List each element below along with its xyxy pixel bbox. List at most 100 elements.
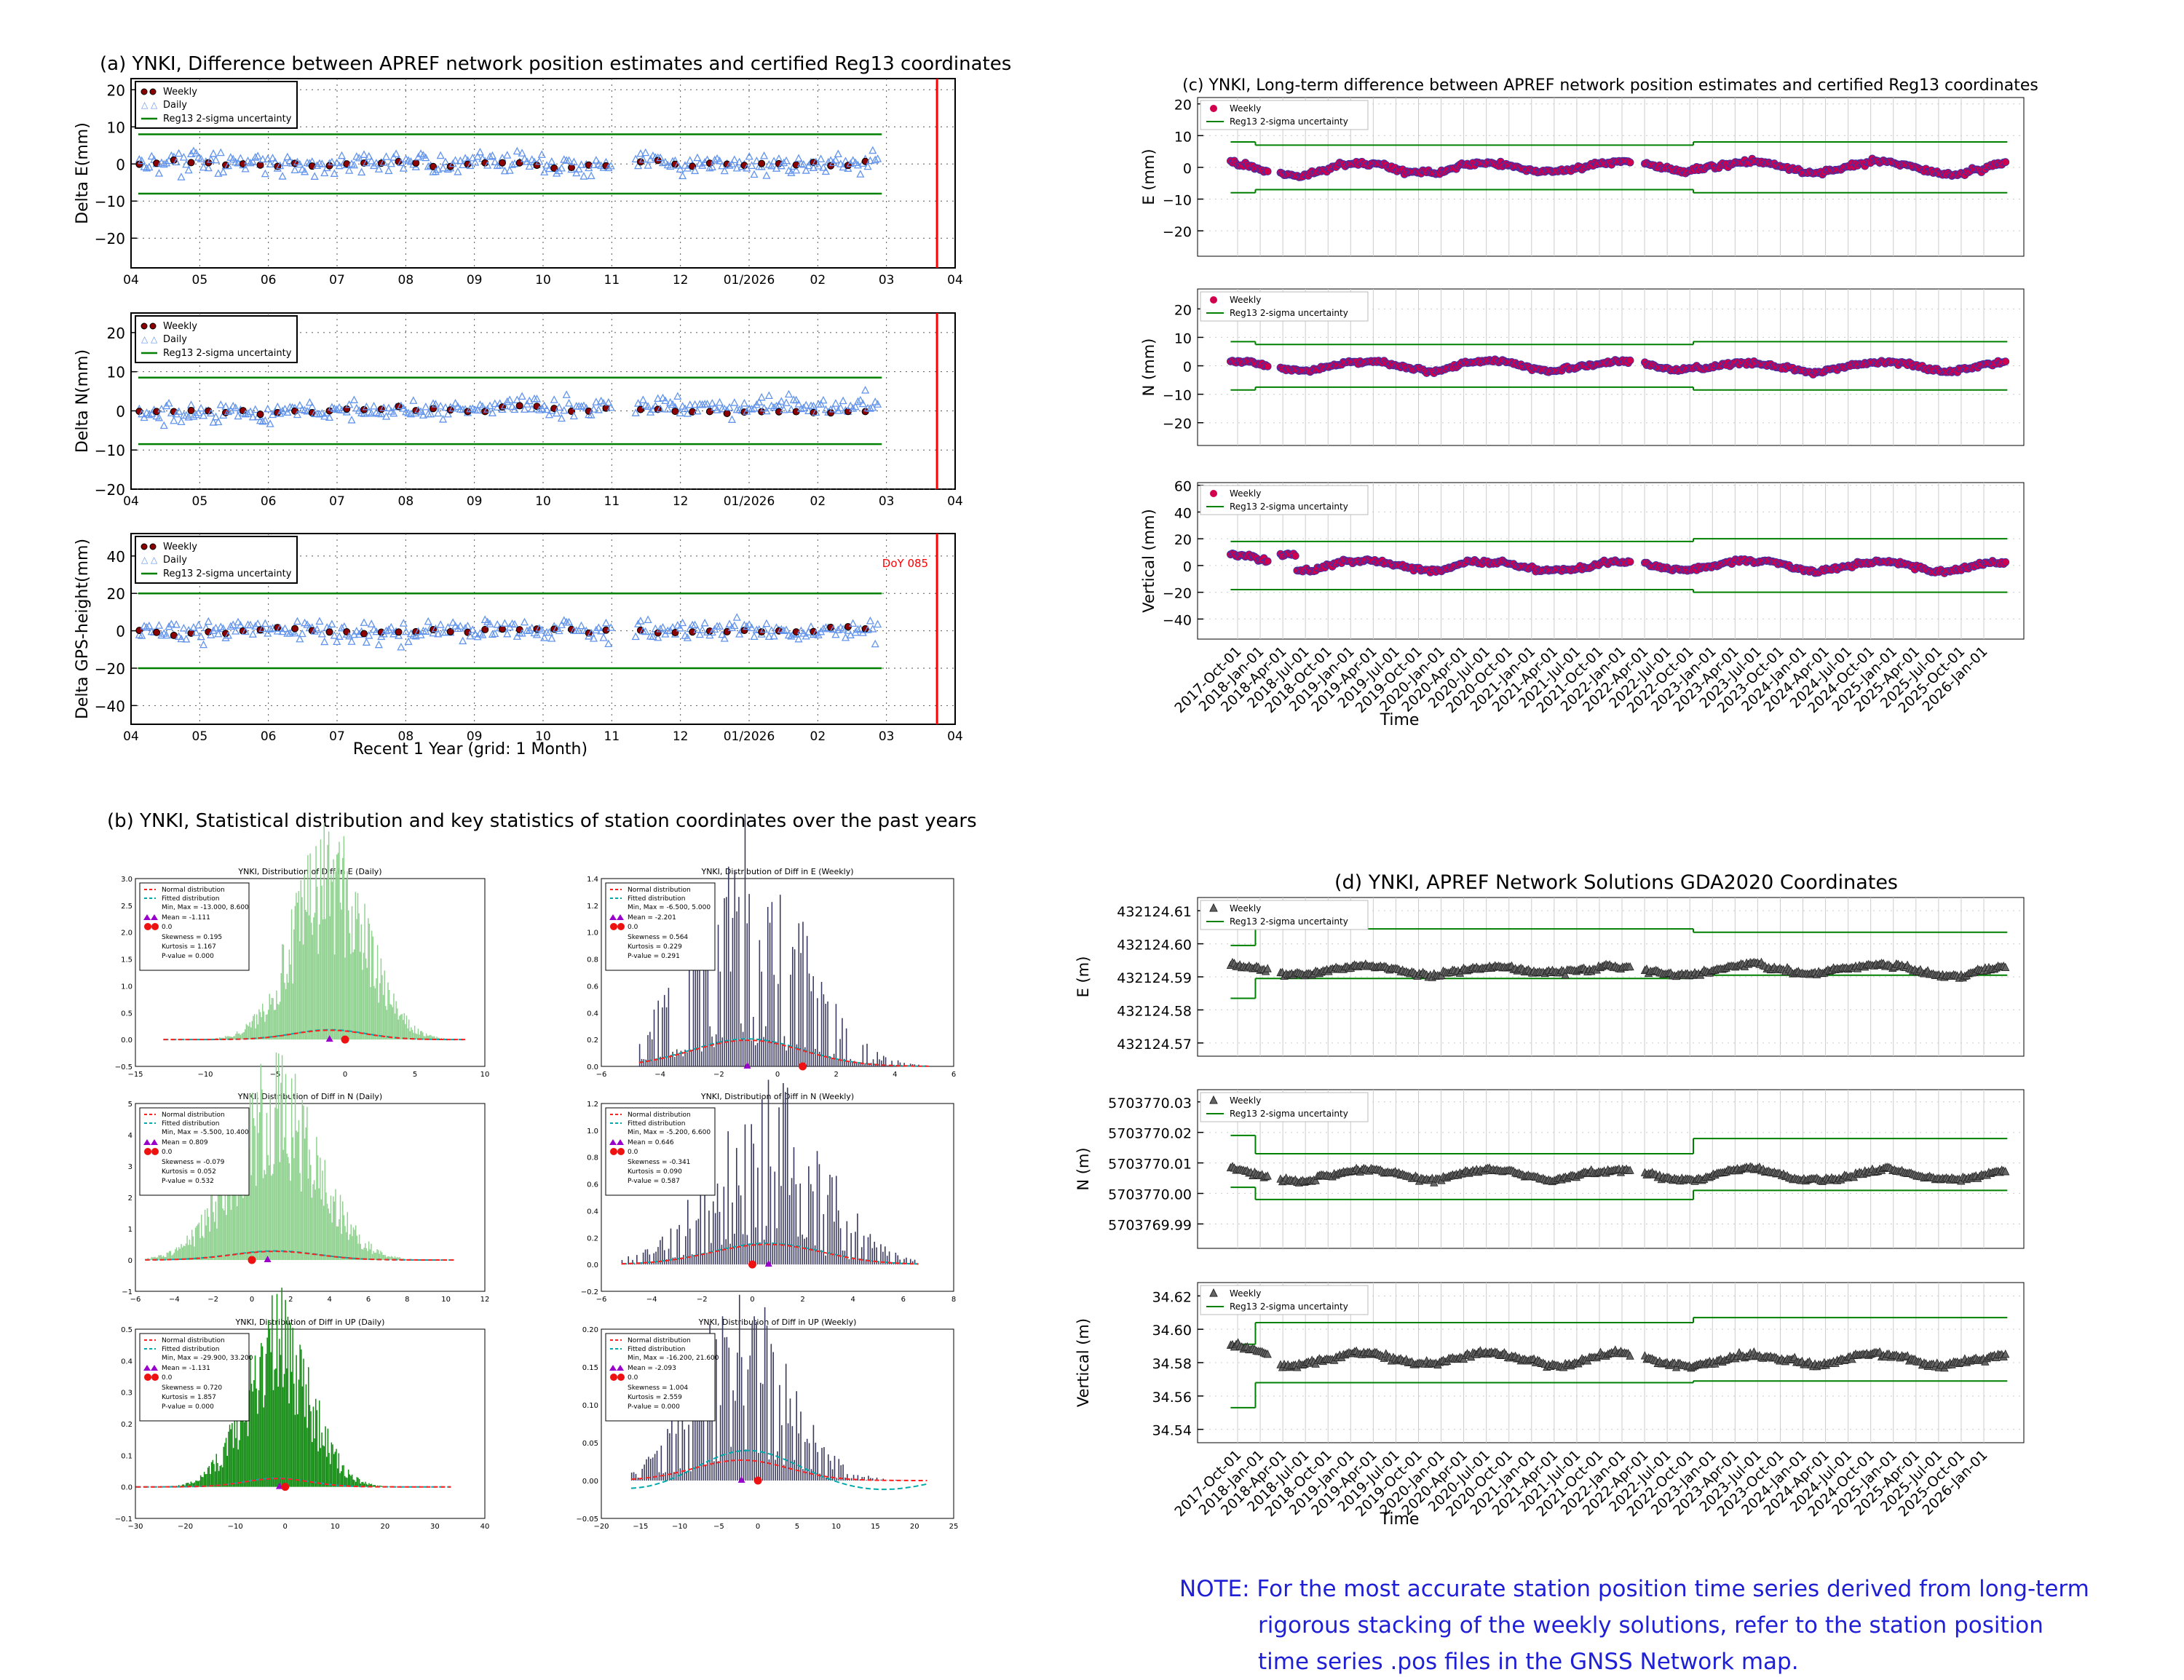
hist-bar — [724, 1337, 726, 1481]
hist-bar — [170, 1251, 171, 1260]
hist-bar — [320, 839, 321, 1039]
hist-bar — [304, 1416, 305, 1486]
hist-bar — [329, 916, 330, 1039]
hist-bar — [342, 1202, 343, 1260]
hist-bar — [257, 1414, 258, 1486]
hist-bar — [329, 1213, 330, 1260]
hist-bar — [348, 1240, 349, 1260]
y-tick-label: 60 — [1174, 479, 1192, 495]
hist-bar — [753, 1017, 754, 1066]
y-tick-label: −1 — [122, 1288, 132, 1296]
hist-bar — [249, 1022, 250, 1039]
hist-bar — [277, 1387, 278, 1487]
hist-bar — [280, 1082, 281, 1260]
hist-bar — [328, 831, 329, 1039]
hist-bar — [303, 1359, 304, 1487]
hist-bar — [363, 953, 364, 1039]
hist-bar — [881, 1480, 882, 1481]
hist-bar — [273, 1164, 274, 1260]
hist-bar — [757, 1168, 759, 1264]
hist-bar — [303, 1106, 304, 1260]
hist-bar — [359, 1235, 360, 1260]
x-tick-label: 10 — [535, 494, 551, 509]
y-tick-label: 0.2 — [587, 1037, 598, 1045]
hist-bar — [222, 1467, 223, 1487]
y-tick-label: 432124.58 — [1117, 1003, 1192, 1019]
hist-bar — [235, 1438, 236, 1487]
hist-bar — [267, 1155, 268, 1260]
hist-bar — [692, 1254, 693, 1264]
hist-bar — [322, 1170, 323, 1260]
hist-bar — [391, 1005, 392, 1039]
hist-bar — [242, 1033, 243, 1039]
hist-bar — [272, 1174, 273, 1260]
hist-bar — [332, 1444, 333, 1486]
hist-bar — [774, 1172, 775, 1265]
legend-reg13-label: Reg13 2-sigma uncertainty — [1230, 308, 1348, 318]
legend-weekly-marker — [1210, 490, 1217, 497]
hist-bar — [367, 968, 368, 1039]
hist-bar — [212, 1192, 213, 1260]
hist-bar — [767, 1326, 768, 1481]
hist-bar — [756, 1322, 757, 1481]
hist-bar — [250, 1175, 251, 1260]
y-axis-label: Delta E(mm) — [74, 122, 92, 224]
y-tick-label: 10 — [1174, 129, 1192, 145]
hist-bar — [284, 983, 285, 1039]
y-tick-label: 20 — [1174, 98, 1192, 114]
hist-bar — [721, 1037, 723, 1066]
hist-bar — [418, 1029, 419, 1039]
hist-bar — [196, 1226, 197, 1260]
hist-bar — [205, 1474, 206, 1486]
hist-bar — [395, 1001, 396, 1039]
hist-bar — [799, 1184, 801, 1264]
y-tick-label: 0 — [116, 156, 125, 173]
x-tick-label: 12 — [480, 1296, 490, 1304]
x-tick-label: 03 — [879, 729, 895, 744]
chart-b_u_weekly: YNKI, Distribution of Diff in UP (Weekly… — [576, 1295, 958, 1531]
y-tick-label: 5703770.01 — [1108, 1157, 1192, 1173]
y-tick-label: −0.2 — [581, 1288, 598, 1296]
hist-bar — [698, 1219, 700, 1264]
y-tick-label: 0.2 — [587, 1235, 598, 1243]
y-tick-label: −20 — [95, 660, 125, 678]
x-tick-label: 20 — [910, 1523, 919, 1531]
y-tick-label: 0.3 — [121, 1390, 132, 1398]
hist-bar — [293, 1158, 294, 1260]
x-tick-label: 02 — [810, 729, 826, 744]
hist-bar — [293, 930, 294, 1039]
hist-bar — [414, 1026, 415, 1039]
hist-bar — [817, 1151, 818, 1264]
hist-bar — [659, 1473, 660, 1481]
hist-bar — [727, 1337, 728, 1481]
hist-bar — [252, 1392, 253, 1487]
hist-bar — [740, 1023, 742, 1066]
hist-bar — [222, 1208, 223, 1260]
hist-bar — [379, 983, 380, 1039]
hist-bar — [821, 982, 823, 1066]
hist-bar — [688, 1425, 689, 1481]
hist-bar — [762, 1384, 764, 1481]
x-tick-label: 5 — [795, 1523, 799, 1531]
hist-bar — [764, 1307, 766, 1481]
hist-bar — [308, 1178, 309, 1260]
stat-minmax: Min, Max = -5.200, 6.600 — [628, 1129, 711, 1136]
hist-bar — [326, 879, 327, 1039]
hist-bar — [241, 1034, 242, 1039]
y-tick-label: 0.8 — [587, 956, 598, 964]
hist-bar — [190, 1245, 191, 1260]
hist-bar — [728, 1347, 729, 1481]
hist-bar — [367, 1251, 368, 1260]
hist-bar — [286, 974, 287, 1039]
hist-bar — [786, 1050, 787, 1066]
hist-bar — [169, 1251, 170, 1260]
x-tick-label: 04 — [123, 273, 139, 288]
hist-bar — [772, 1352, 774, 1481]
hist-bar — [657, 1001, 659, 1066]
hist-bar — [687, 1053, 688, 1066]
hist-bar — [193, 1237, 194, 1260]
legend-daily-label: Daily — [163, 100, 187, 111]
stat-skewness: Skewness = -0.341 — [628, 1159, 690, 1166]
